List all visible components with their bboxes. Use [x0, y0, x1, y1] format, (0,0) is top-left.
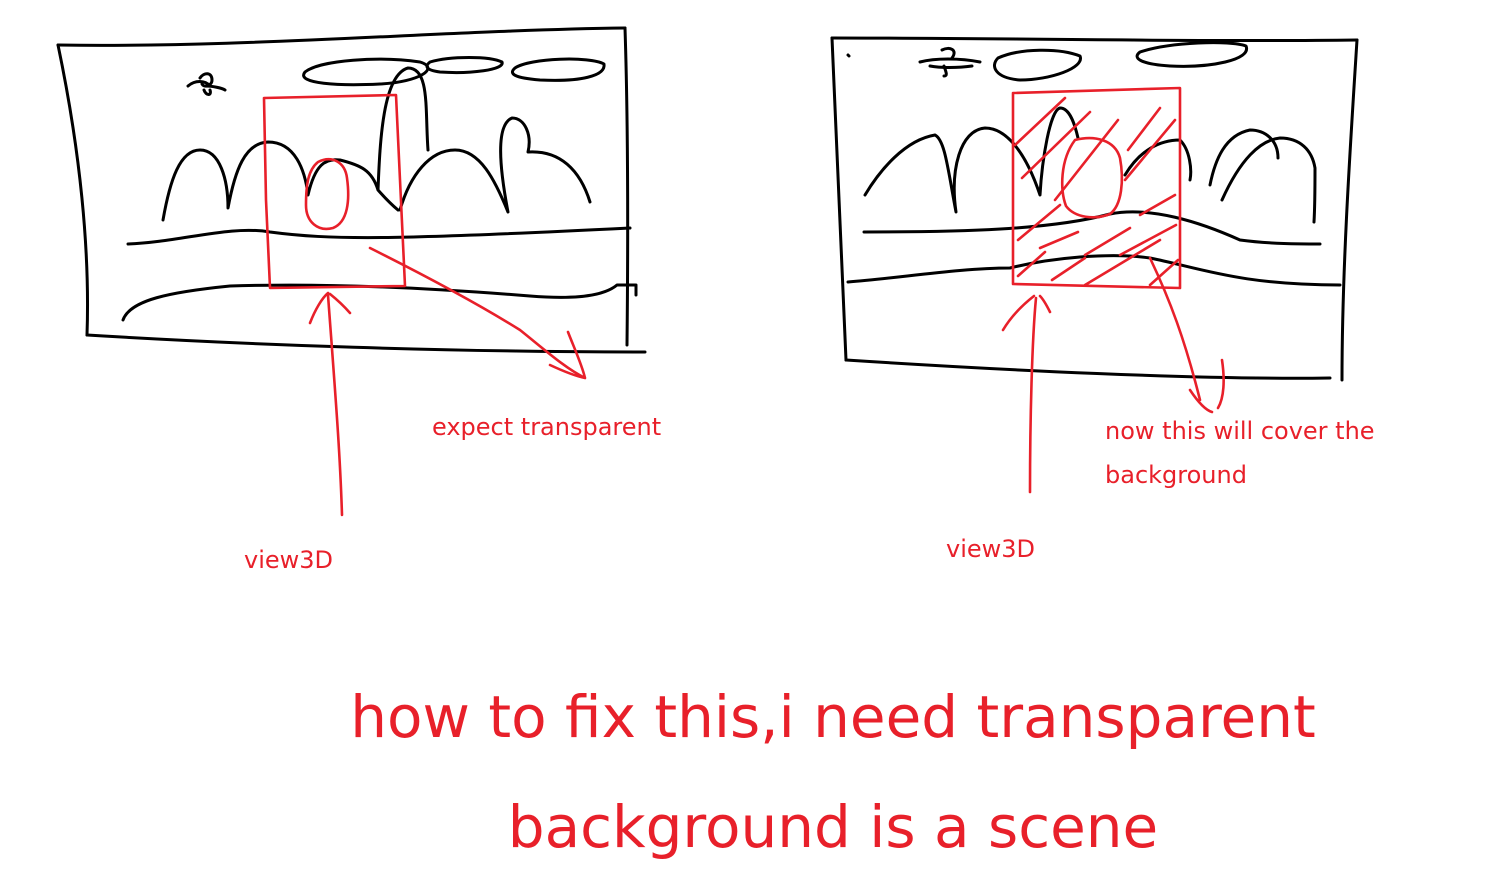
right-horizon-line: [862, 210, 1322, 246]
right-annotations: [1001, 86, 1225, 494]
left-transparent-arrow: [368, 246, 587, 380]
left-frame-right: [623, 26, 630, 347]
right-hatching: [1013, 96, 1180, 287]
left-cloud-2: [425, 56, 504, 74]
cover-background-label: now this will cover the background: [1105, 417, 1375, 489]
right-foreground-object: [1061, 136, 1124, 219]
right-cloud-2: [1135, 41, 1248, 68]
left-mountains: [161, 66, 592, 222]
right-cover-arrow: [1148, 256, 1225, 414]
question-line-2: background is a scene: [507, 793, 1159, 861]
left-cloud-1: [302, 57, 430, 87]
right-view3d-arrow: [1001, 294, 1052, 494]
view3d-label-right: view3D: [946, 535, 1036, 563]
right-view3d-box: [1011, 86, 1182, 290]
expect-transparent-label: expect transparent: [432, 413, 662, 441]
left-horizon-line: [126, 226, 632, 246]
left-frame-bottom: [85, 333, 647, 354]
left-frame-top: [56, 26, 627, 47]
right-frame-right: [1340, 38, 1359, 382]
right-frame-top: [830, 36, 1359, 43]
left-scene-sketch: [56, 26, 647, 354]
left-foreground-object: [304, 158, 350, 231]
view3d-label-left: view3D: [244, 546, 334, 574]
left-cloud-3: [510, 57, 606, 82]
left-view3d-arrow: [308, 291, 352, 517]
left-ground-line: [121, 283, 638, 322]
left-bird-icon: [186, 72, 227, 96]
right-frame-left: [830, 36, 848, 362]
right-dot: [846, 53, 851, 58]
right-scene-sketch: [830, 36, 1359, 382]
question-line-1: how to fix this,i need transparent: [350, 683, 1316, 751]
right-bird-icon: [918, 46, 982, 78]
right-mountains: [863, 106, 1317, 224]
right-frame-bottom: [844, 358, 1332, 380]
right-ground-line: [846, 254, 1342, 287]
question-text: how to fix this,i need transparent backg…: [0, 662, 1486, 882]
left-frame-left: [56, 43, 90, 337]
left-view3d-box: [262, 93, 407, 290]
right-cloud-1: [993, 48, 1082, 82]
left-annotations: [262, 93, 587, 517]
